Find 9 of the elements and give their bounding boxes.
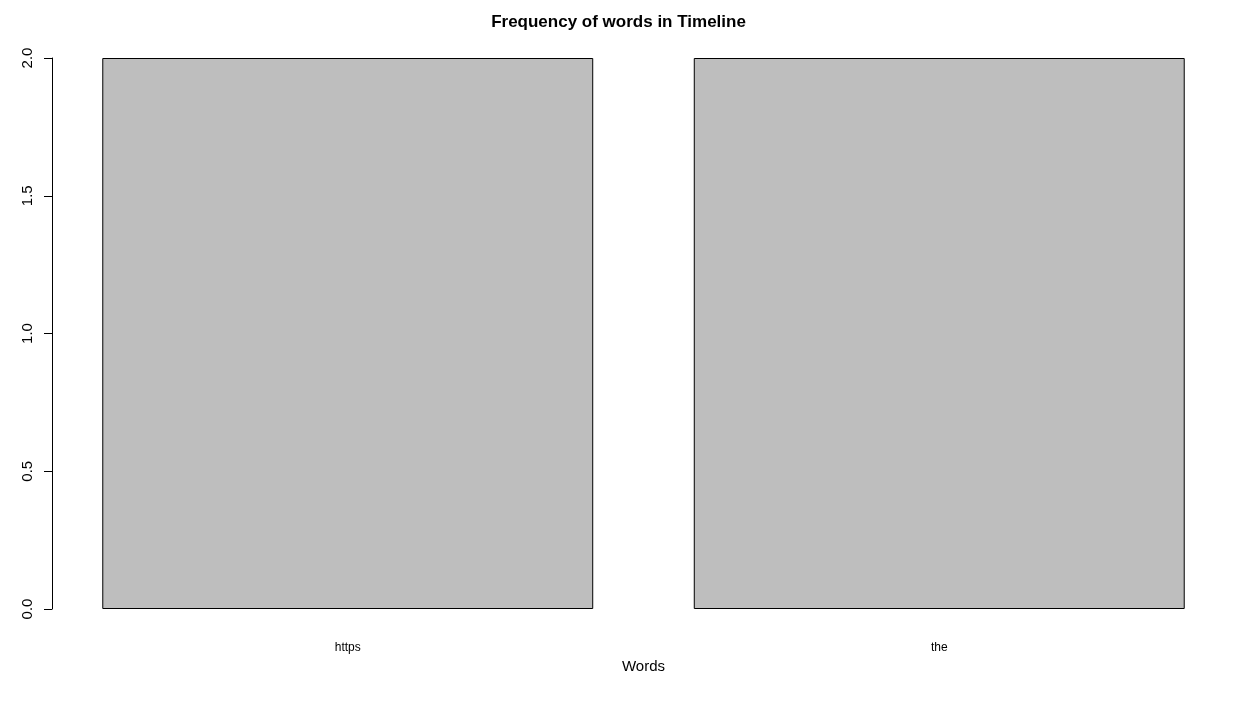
y-tick-label: 1.5: [18, 185, 35, 207]
x-tick-label: https: [334, 640, 361, 654]
y-tick-label: 0.5: [18, 460, 35, 482]
y-tick-label: 2.0: [18, 47, 35, 69]
chart-title: Frequency of words in Timeline: [491, 12, 746, 31]
y-tick-label: 0.0: [18, 598, 35, 620]
y-tick-label: 1.0: [18, 323, 35, 344]
x-tick-label: the: [930, 640, 948, 654]
x-axis-title: Words: [621, 656, 666, 674]
